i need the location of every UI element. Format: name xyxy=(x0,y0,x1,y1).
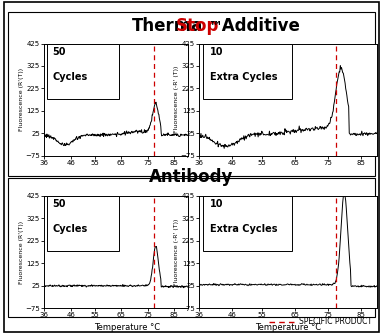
Text: 10: 10 xyxy=(210,47,223,57)
Text: Extra Cycles: Extra Cycles xyxy=(210,224,277,234)
Text: 50: 50 xyxy=(53,199,66,209)
Text: Extra Cycles: Extra Cycles xyxy=(210,72,277,82)
Text: Antibody: Antibody xyxy=(149,168,234,186)
FancyBboxPatch shape xyxy=(47,196,119,251)
Text: Temperature °C: Temperature °C xyxy=(94,323,160,332)
Legend: SPECIFIC PRODUCT: SPECIFIC PRODUCT xyxy=(266,314,375,330)
Text: ™: ™ xyxy=(209,19,223,33)
FancyBboxPatch shape xyxy=(47,44,119,98)
Y-axis label: Fluorescence (-R' (T)): Fluorescence (-R' (T)) xyxy=(174,218,179,286)
Text: Temperature °C: Temperature °C xyxy=(255,323,321,332)
Text: Stop: Stop xyxy=(176,17,219,35)
Y-axis label: Fluorescence (R'(T)): Fluorescence (R'(T)) xyxy=(19,68,24,131)
Y-axis label: Fluorescence (-R' (T)): Fluorescence (-R' (T)) xyxy=(174,66,179,133)
Text: Cycles: Cycles xyxy=(53,224,88,234)
FancyBboxPatch shape xyxy=(203,196,292,251)
FancyBboxPatch shape xyxy=(203,44,292,98)
Text: Therma: Therma xyxy=(132,17,203,35)
Text: Additive: Additive xyxy=(216,17,300,35)
Text: 50: 50 xyxy=(53,47,66,57)
Y-axis label: Fluorescence (R'(T)): Fluorescence (R'(T)) xyxy=(19,220,24,284)
Text: Cycles: Cycles xyxy=(53,72,88,82)
Text: 10: 10 xyxy=(210,199,223,209)
